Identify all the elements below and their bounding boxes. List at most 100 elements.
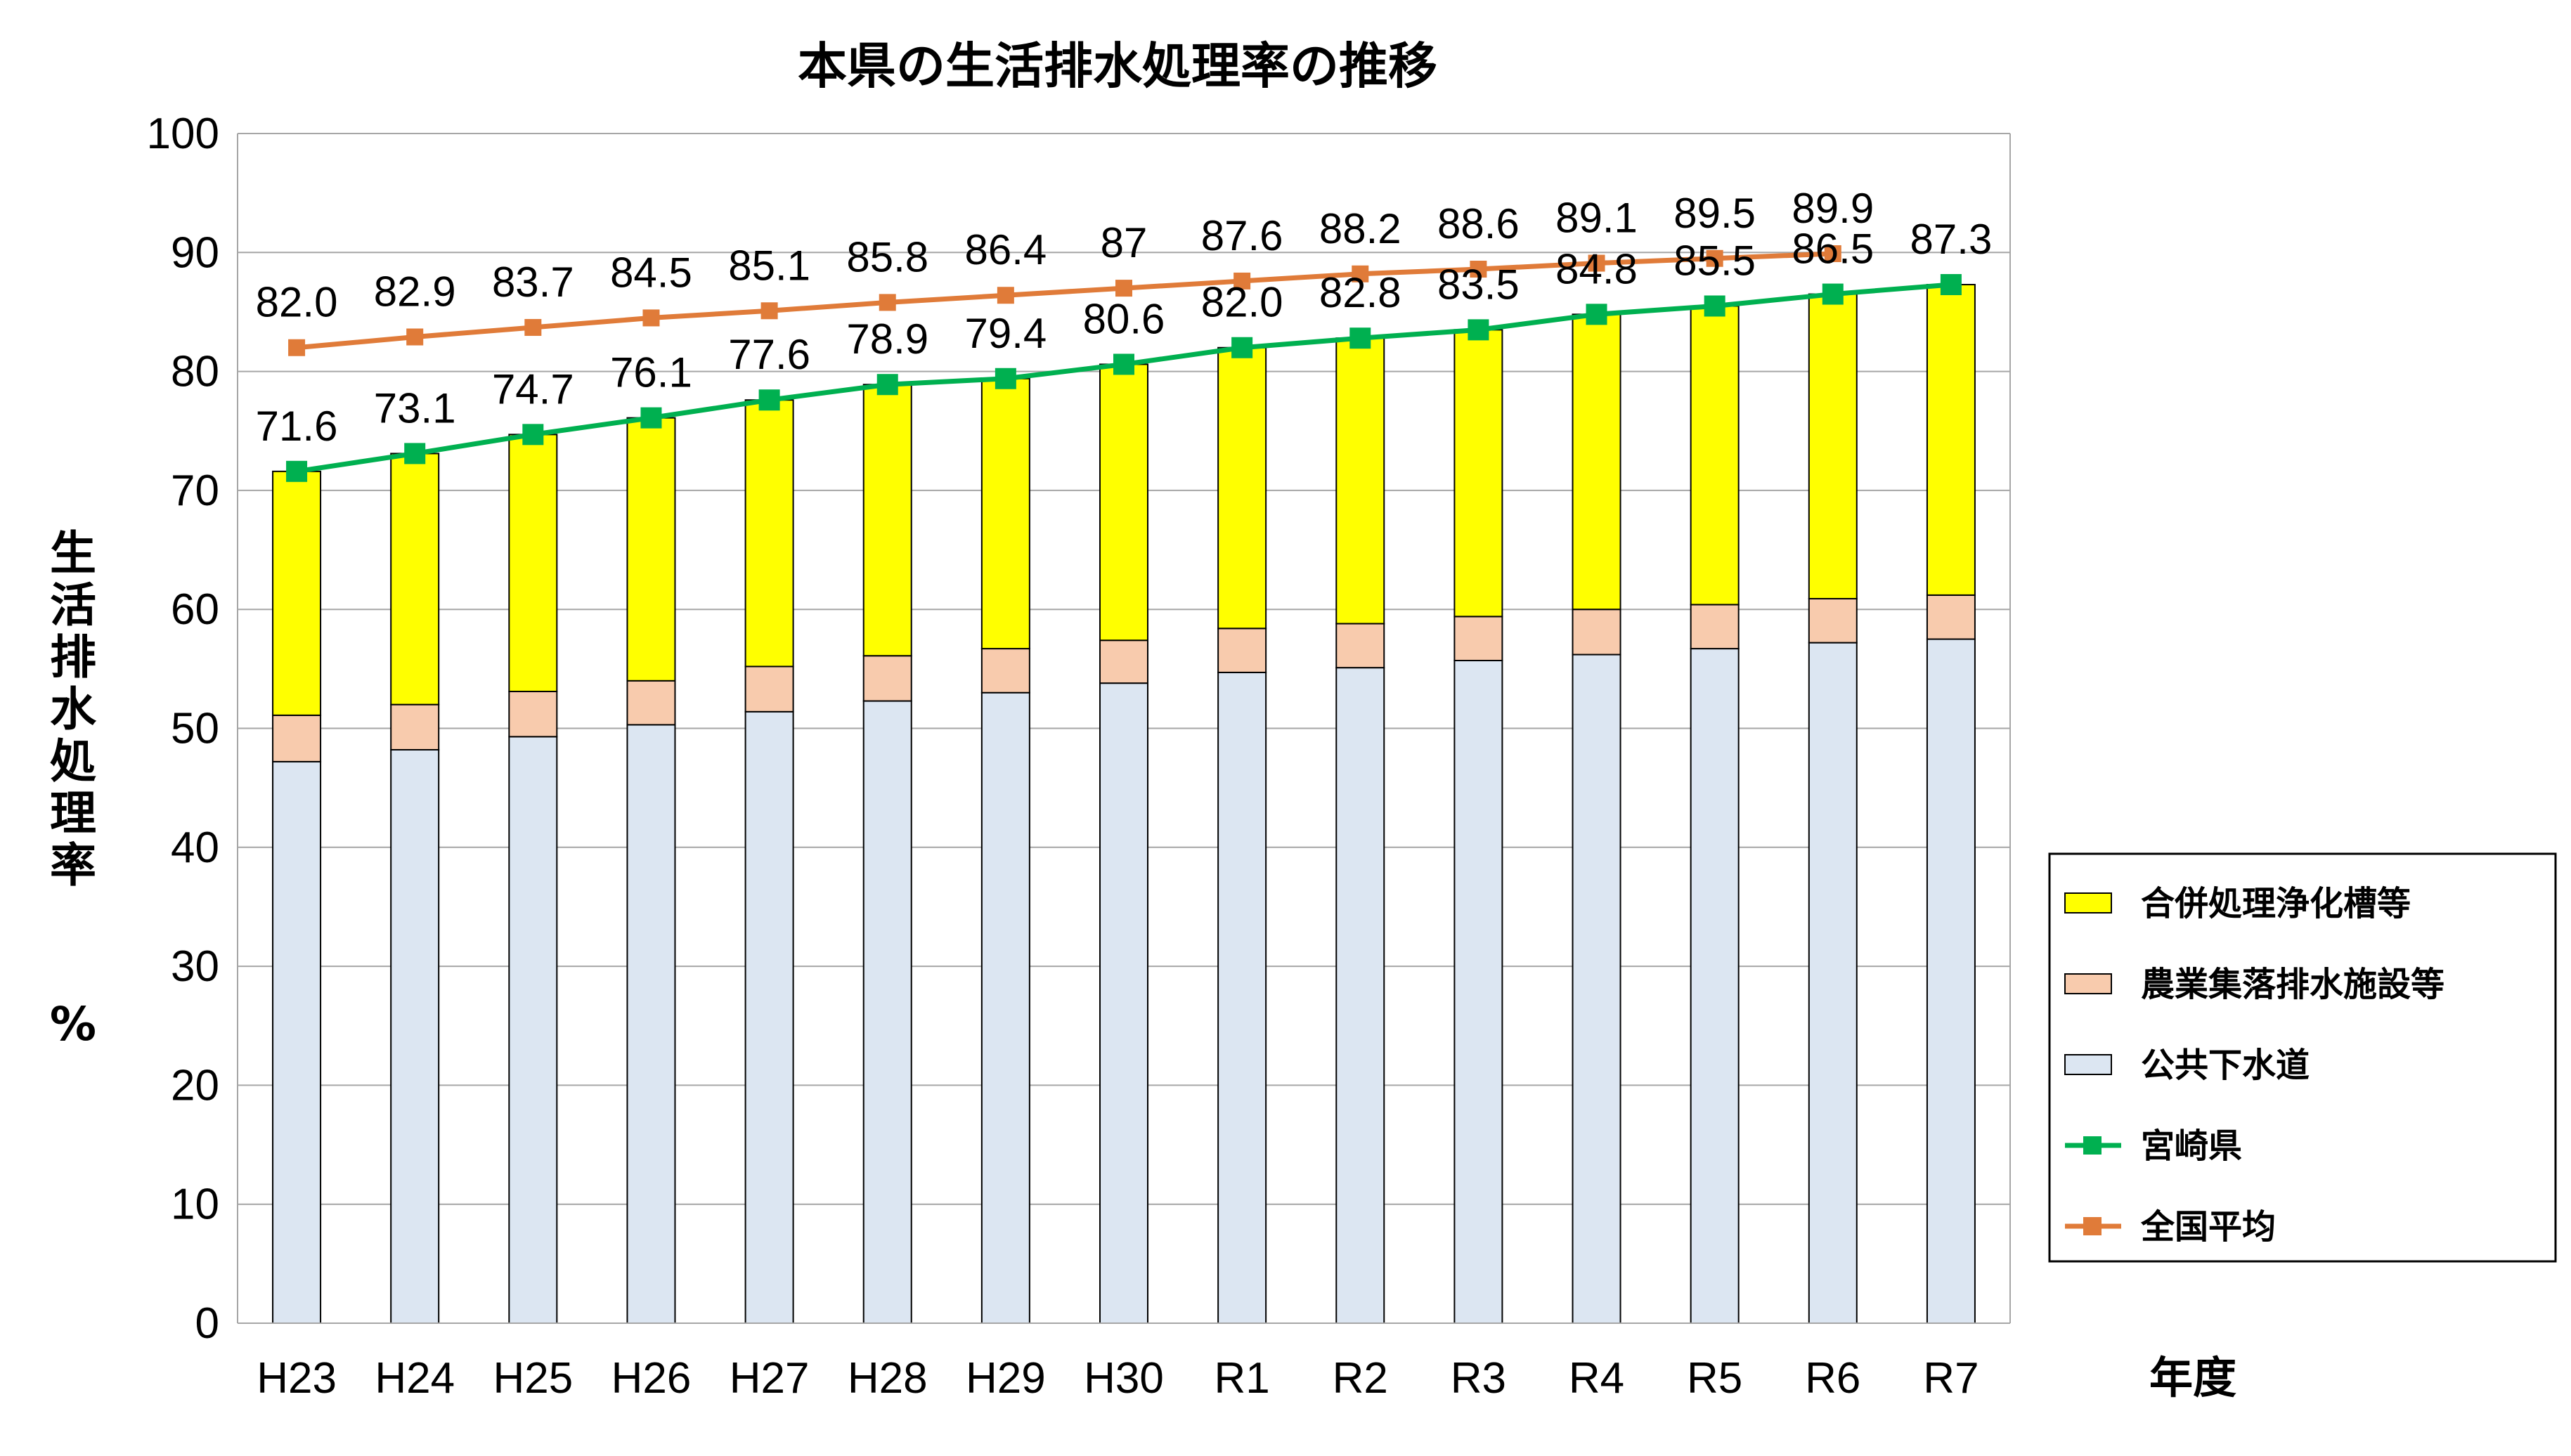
bar-segment-1-R3 [1453,616,1503,661]
bar-segment-1-H27 [744,665,794,713]
data-label-1-H25: 83.7 [492,259,574,306]
y-axis-title-char: 活 [50,578,96,632]
data-label-0-H25: 74.7 [492,365,574,412]
data-label-0-R6: 86.5 [1792,226,1874,273]
axes: 0 10 20 30 40 50 60 70 80 90 100 H23 H24 H25 H26 H27 H28… [147,110,2011,1403]
legend-label-0: 合併処理浄化槽等 [2141,884,2411,923]
series-marker-0-R7 [1940,274,1962,296]
data-label-0-R5: 85.5 [1673,237,1756,284]
x-tick-label-H26: H26 [611,1354,692,1403]
series-marker-1-H30 [1115,280,1132,297]
y-tick-label-70: 70 [171,467,219,515]
series-marker-1-H23 [288,339,306,356]
bar-segment-0-H25 [508,736,558,1324]
legend-swatch-marker-3 [2083,1136,2102,1155]
bar-segment-0-H29 [980,691,1030,1324]
x-tick-label-R7: R7 [1923,1354,1979,1403]
data-label-1-H27: 85.1 [728,242,810,289]
data-labels: 71.6 73.1 74.7 76.1 77.6 78.9 79.4 80.6 82.0 82.8… [256,185,1993,450]
data-label-1-R1: 87.6 [1201,212,1283,259]
data-label-0-R2: 82.8 [1319,269,1401,316]
bar-segment-0-H30 [1099,682,1148,1324]
bar-segment-1-R5 [1690,604,1740,650]
series-marker-1-R3 [1470,261,1487,278]
series-marker-1-H24 [406,328,424,346]
bar-segment-2-R1 [1217,346,1267,630]
data-label-1-H23: 82.0 [256,279,338,326]
bar-segment-0-R5 [1690,648,1740,1324]
x-tick-label-R4: R4 [1569,1354,1624,1403]
data-label-0-H27: 77.6 [728,331,810,378]
data-label-0-H28: 78.9 [846,316,928,363]
series-marker-1-R2 [1352,265,1369,282]
bar-segment-2-H30 [1099,363,1148,642]
bar-segment-0-R4 [1572,654,1621,1324]
data-label-1-R2: 88.2 [1319,205,1401,252]
data-label-0-R3: 83.5 [1437,261,1520,308]
series-marker-0-H23 [286,460,308,482]
data-label-0-R7: 87.3 [1910,216,1993,263]
y-axis-unit: % [50,997,96,1051]
x-tick-label-H30: H30 [1084,1354,1164,1403]
series-lines [286,245,1962,482]
y-tick-label-40: 40 [171,824,219,872]
legend-swatch-0 [2064,892,2112,914]
legend-swatch-2 [2064,1054,2112,1075]
y-axis-title: 生活排水処理率 [50,526,97,892]
x-tick-label-R6: R6 [1805,1354,1860,1403]
y-axis-title-char: 生 [50,526,96,580]
bar-segment-0-R1 [1217,671,1267,1324]
bar-segment-1-R6 [1808,597,1858,644]
data-label-1-R4: 89.1 [1555,195,1638,242]
series-marker-1-R6 [1824,245,1841,262]
bar-segment-1-H28 [862,655,912,702]
bar-segment-2-H29 [980,377,1030,650]
series-marker-0-R5 [1704,295,1725,317]
x-tick-label-R3: R3 [1451,1354,1506,1403]
bar-segment-1-R4 [1572,609,1621,656]
data-label-1-R5: 89.5 [1673,190,1756,237]
legend-label-2: 公共下水道 [2141,1046,2310,1085]
x-tick-label-R1: R1 [1215,1354,1270,1403]
bar-segment-1-R7 [1926,594,1976,640]
bar-segment-0-H28 [862,700,912,1324]
series-marker-1-R5 [1706,249,1723,267]
series-line-1 [296,251,1833,351]
y-tick-label-80: 80 [171,348,219,396]
x-tick-label-H29: H29 [966,1354,1046,1403]
series-marker-0-H24 [404,443,426,464]
series-marker-0-H30 [1113,353,1134,375]
x-tick-label-H23: H23 [257,1354,337,1403]
x-tick-label-H28: H28 [848,1354,928,1403]
series-marker-0-H29 [995,368,1016,389]
series-marker-0-R4 [1586,304,1607,325]
y-axis-title-char: 処 [50,734,96,788]
legend-label-4: 全国平均 [2140,1207,2276,1247]
bar-segment-0-H26 [626,724,676,1324]
x-tick-label-H27: H27 [730,1354,810,1403]
series-marker-0-H26 [640,407,662,429]
bar-segment-2-H26 [626,417,676,682]
series-marker-0-H27 [758,389,780,411]
data-label-1-H30: 87 [1101,219,1148,266]
legend-swatch-marker-4 [2083,1217,2102,1235]
data-label-1-R6: 89.9 [1792,185,1874,232]
bar-segment-1-H23 [272,714,322,762]
series-marker-1-R1 [1233,272,1251,290]
bar-segment-2-R7 [1926,284,1976,596]
data-label-1-H24: 82.9 [374,268,456,316]
bar-segment-2-H27 [744,399,794,668]
bar-segment-0-R3 [1453,659,1503,1324]
data-label-1-R3: 88.6 [1437,200,1520,247]
x-axis-title: 年度 [2149,1352,2236,1403]
x-tick-label-H24: H24 [375,1354,455,1403]
legend-label-3: 宮崎県 [2141,1126,2242,1166]
bar-segment-1-H25 [508,691,558,738]
y-axis-title-char: 排 [50,630,96,684]
data-label-1-H26: 84.5 [610,249,692,296]
bar-segment-2-H25 [508,434,558,693]
legend-box [2048,852,2557,1263]
series-marker-0-R1 [1231,337,1253,358]
bar-segment-0-R2 [1335,667,1385,1324]
